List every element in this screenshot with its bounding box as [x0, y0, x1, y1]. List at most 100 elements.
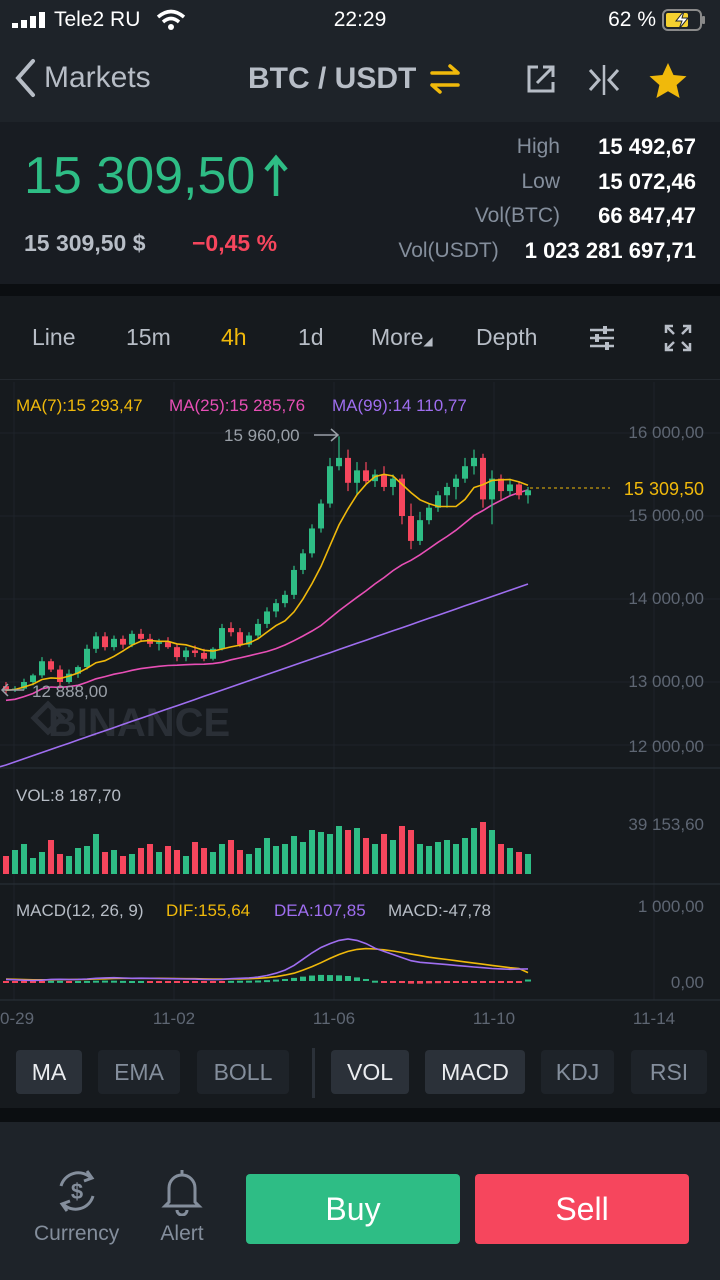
ticker-stats: High 15 492,67 Low 15 072,46 Vol(BTC) 66…: [339, 130, 696, 268]
compare-icon[interactable]: [586, 62, 622, 98]
stat-value: 15 072,46: [598, 168, 696, 194]
macd-histogram-bar: [183, 981, 189, 983]
macd-histogram-bar: [138, 980, 144, 983]
volume-bar: [525, 854, 531, 874]
fullscreen-icon[interactable]: [664, 324, 692, 352]
volume-bar: [21, 844, 27, 874]
macd-histogram-bar: [12, 981, 18, 983]
carrier-name: Tele2 RU: [54, 8, 141, 31]
candle-body: [192, 650, 198, 653]
candle-body: [156, 642, 162, 644]
ticker-header: 15 309,50 15 309,50 $ −0,45 % High 15 49…: [0, 122, 720, 284]
candle-body: [21, 682, 27, 689]
volume-bar: [30, 858, 36, 874]
candle-body: [399, 478, 405, 516]
tab-1d[interactable]: 1d: [298, 324, 324, 350]
tab-4h[interactable]: 4h: [221, 324, 247, 350]
candle-body: [390, 478, 396, 487]
price-tick: 12 000,00: [628, 737, 704, 756]
currency-label: Currency: [34, 1222, 120, 1245]
ma25-path: [5, 489, 529, 702]
volume-bar: [246, 854, 252, 874]
candle-body: [525, 490, 531, 496]
candle-body: [66, 673, 72, 682]
candle-body: [93, 636, 99, 649]
volume-bar: [498, 844, 504, 874]
macd-histogram-bar: [390, 981, 396, 983]
wifi-icon: [156, 9, 186, 30]
candlestick-chart[interactable]: BINANCE 16 000,00 15 000,00 14 000,00 13…: [0, 296, 720, 1040]
candle-body: [498, 478, 504, 492]
candle-body: [354, 470, 360, 483]
stat-value: 15 492,67: [598, 134, 696, 160]
indicator-ema[interactable]: EMA: [98, 1050, 180, 1094]
candle-body: [75, 667, 81, 674]
back-label: Markets: [44, 61, 151, 94]
tab-more[interactable]: More◢: [371, 324, 433, 351]
settings-sliders-icon[interactable]: [588, 324, 616, 352]
indicator-rsi[interactable]: RSI: [631, 1050, 707, 1094]
price-tick: 14 000,00: [628, 589, 704, 608]
macd-histogram-bar: [372, 980, 378, 983]
volume-bar: [516, 852, 522, 874]
candle-body: [462, 466, 468, 479]
open-external-icon[interactable]: [524, 62, 558, 96]
candle-body: [507, 484, 513, 492]
stat-label: High: [516, 135, 560, 159]
stat-value: 66 847,47: [598, 203, 696, 229]
price-change: −0,45 %: [192, 230, 278, 256]
date-tick: 11-02: [153, 1009, 195, 1028]
pair-title: BTC / USDT: [248, 62, 417, 95]
tab-line[interactable]: Line: [32, 324, 76, 350]
volume-bar: [300, 842, 306, 874]
top-nav: Markets BTC / USDT: [0, 40, 720, 122]
candle-body: [426, 507, 432, 521]
back-button[interactable]: Markets: [14, 58, 151, 98]
indicator-ma[interactable]: MA: [16, 1050, 82, 1094]
volume-bar: [228, 840, 234, 874]
price-tick: 15 000,00: [628, 506, 704, 525]
tab-depth[interactable]: Depth: [476, 324, 538, 350]
bell-icon: [161, 1170, 203, 1216]
favorite-star-icon[interactable]: [648, 62, 688, 100]
pair-selector[interactable]: BTC / USDT: [248, 62, 462, 96]
macd-histogram-bar: [219, 981, 225, 983]
candle-body: [471, 457, 477, 467]
macd-histogram-bar: [3, 981, 9, 983]
volume-bar: [84, 846, 90, 874]
volume-bar: [462, 838, 468, 874]
buy-button[interactable]: Buy: [246, 1174, 460, 1244]
candle-body: [39, 661, 45, 676]
svg-text:$: $: [70, 1179, 82, 1204]
candle-body: [237, 632, 243, 645]
tab-15m[interactable]: 15m: [126, 324, 171, 350]
currency-button[interactable]: $ Currency: [34, 1166, 119, 1246]
indicator-kdj[interactable]: KDJ: [541, 1050, 614, 1094]
volume-bar: [39, 852, 45, 874]
volume-bar: [336, 826, 342, 874]
macd-histogram-bar: [408, 981, 414, 984]
tab-more-label: More: [371, 324, 424, 350]
date-tick: 0-29: [0, 1009, 34, 1028]
dif-legend: DIF:155,64: [166, 901, 250, 920]
candle-body: [291, 569, 297, 595]
ma99-path: [0, 583, 529, 768]
indicator-macd[interactable]: MACD: [425, 1050, 525, 1094]
indicator-boll[interactable]: BOLL: [197, 1050, 289, 1094]
date-tick: 11-06: [313, 1009, 355, 1028]
arrow-up-icon: [264, 154, 289, 196]
volume-bar: [66, 856, 72, 874]
macd-histogram-bar: [318, 974, 324, 981]
sell-button[interactable]: Sell: [475, 1174, 689, 1244]
macd-histogram-bar: [426, 981, 432, 984]
volume-bar: [129, 854, 135, 874]
candle-body: [381, 474, 387, 487]
alert-button[interactable]: Alert: [160, 1166, 204, 1246]
macd-histogram-bar: [75, 981, 81, 983]
indicator-vol[interactable]: VOL: [331, 1050, 409, 1094]
volume-bar: [210, 852, 216, 874]
volume-bar: [93, 834, 99, 874]
bottom-actions: $ Currency Alert Buy Sell: [0, 1122, 720, 1280]
high-arrow-icon: [314, 428, 340, 442]
candle-body: [408, 516, 414, 541]
